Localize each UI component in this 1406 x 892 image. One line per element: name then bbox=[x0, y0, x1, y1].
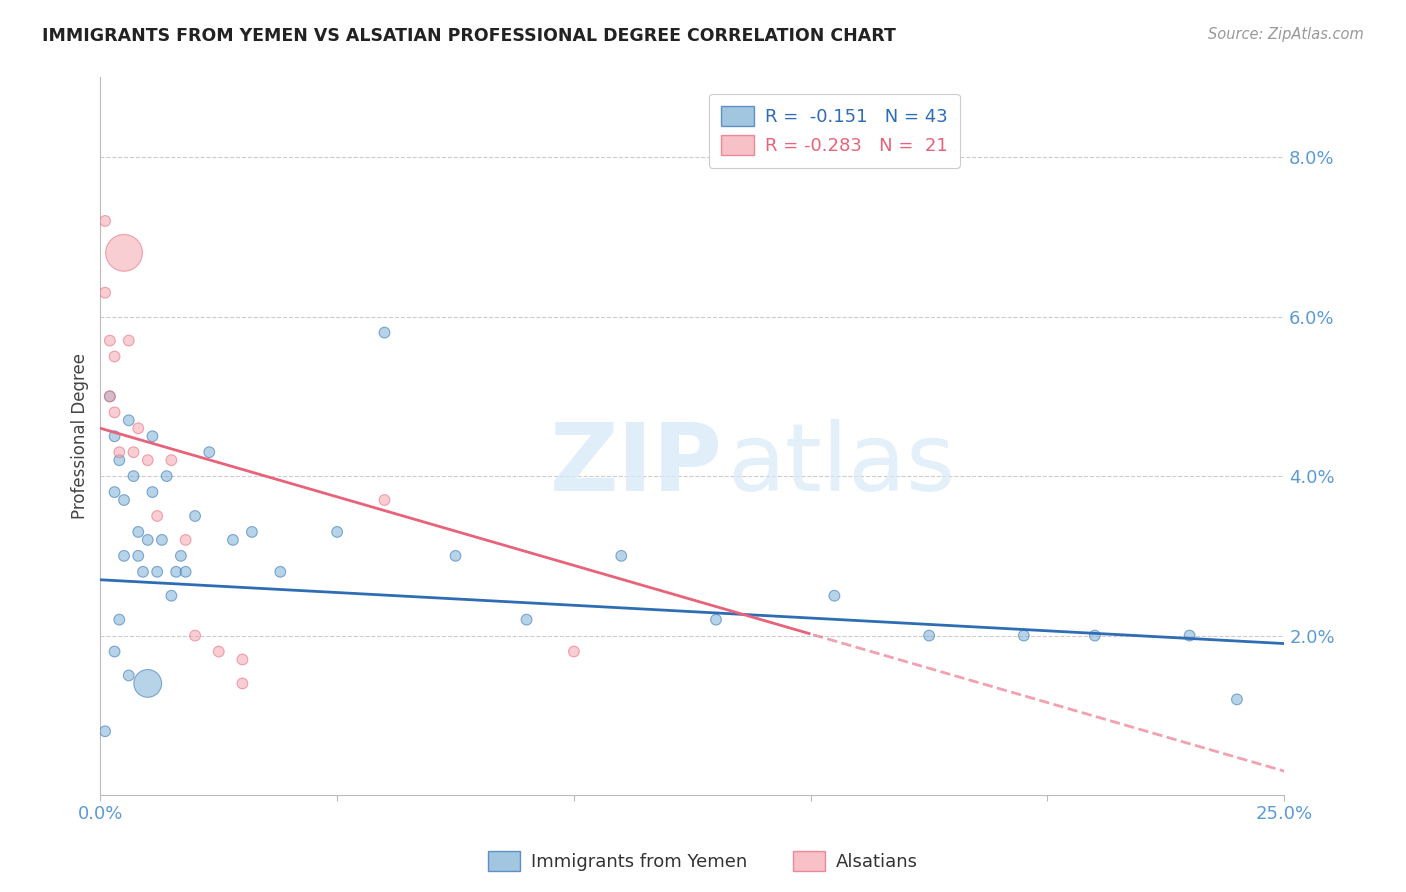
Point bbox=[184, 629, 207, 643]
Point bbox=[1084, 629, 1107, 643]
Point bbox=[118, 334, 141, 348]
Point bbox=[141, 429, 163, 443]
Point bbox=[136, 676, 159, 690]
Point bbox=[373, 326, 395, 340]
Point bbox=[146, 508, 169, 523]
Point bbox=[704, 613, 727, 627]
Point bbox=[94, 724, 117, 739]
Point bbox=[103, 644, 125, 658]
Point bbox=[240, 524, 263, 539]
Point bbox=[108, 613, 131, 627]
Point bbox=[516, 613, 538, 627]
Point bbox=[103, 485, 125, 500]
Point bbox=[918, 629, 941, 643]
Point bbox=[1226, 692, 1249, 706]
Point bbox=[156, 469, 179, 483]
Point bbox=[444, 549, 467, 563]
Point bbox=[112, 549, 135, 563]
Point bbox=[160, 589, 183, 603]
Point bbox=[122, 469, 145, 483]
Legend: R =  -0.151   N = 43, R = -0.283   N =  21: R = -0.151 N = 43, R = -0.283 N = 21 bbox=[709, 94, 960, 168]
Point bbox=[146, 565, 169, 579]
Point bbox=[823, 589, 845, 603]
Point bbox=[165, 565, 187, 579]
Y-axis label: Professional Degree: Professional Degree bbox=[72, 353, 89, 519]
Point bbox=[112, 493, 135, 508]
Point bbox=[373, 493, 395, 508]
Point bbox=[98, 389, 121, 403]
Point bbox=[160, 453, 183, 467]
Text: IMMIGRANTS FROM YEMEN VS ALSATIAN PROFESSIONAL DEGREE CORRELATION CHART: IMMIGRANTS FROM YEMEN VS ALSATIAN PROFES… bbox=[42, 27, 896, 45]
Point bbox=[122, 445, 145, 459]
Text: atlas: atlas bbox=[728, 419, 956, 511]
Point bbox=[103, 350, 125, 364]
Point bbox=[136, 533, 159, 547]
Point bbox=[231, 652, 253, 666]
Point bbox=[610, 549, 633, 563]
Point bbox=[103, 405, 125, 419]
Point bbox=[208, 644, 231, 658]
Point bbox=[269, 565, 291, 579]
Point bbox=[198, 445, 221, 459]
Point bbox=[108, 445, 131, 459]
Point bbox=[184, 508, 207, 523]
Point bbox=[127, 421, 149, 435]
Point bbox=[174, 533, 197, 547]
Text: ZIP: ZIP bbox=[550, 419, 723, 511]
Point bbox=[127, 524, 149, 539]
Point bbox=[1012, 629, 1035, 643]
Legend: Immigrants from Yemen, Alsatians: Immigrants from Yemen, Alsatians bbox=[481, 844, 925, 879]
Point bbox=[222, 533, 245, 547]
Point bbox=[98, 334, 121, 348]
Point bbox=[174, 565, 197, 579]
Point bbox=[170, 549, 193, 563]
Point bbox=[98, 389, 121, 403]
Point bbox=[231, 676, 253, 690]
Point bbox=[150, 533, 173, 547]
Point bbox=[112, 245, 135, 260]
Point bbox=[1178, 629, 1201, 643]
Point bbox=[94, 214, 117, 228]
Point bbox=[103, 429, 125, 443]
Point bbox=[94, 285, 117, 300]
Point bbox=[118, 668, 141, 682]
Point bbox=[132, 565, 155, 579]
Point bbox=[326, 524, 349, 539]
Point bbox=[118, 413, 141, 427]
Point bbox=[108, 453, 131, 467]
Text: Source: ZipAtlas.com: Source: ZipAtlas.com bbox=[1208, 27, 1364, 42]
Point bbox=[127, 549, 149, 563]
Point bbox=[141, 485, 163, 500]
Point bbox=[136, 453, 159, 467]
Point bbox=[562, 644, 585, 658]
